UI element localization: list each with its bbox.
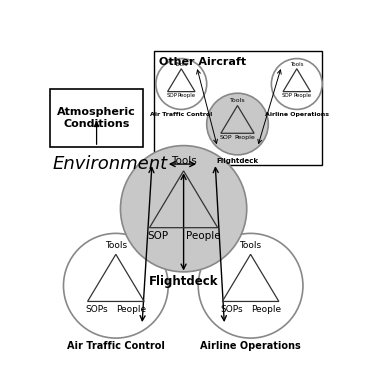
Text: Tools: Tools <box>105 241 127 250</box>
Text: People: People <box>116 305 146 314</box>
FancyBboxPatch shape <box>154 51 322 165</box>
Text: Environment: Environment <box>53 155 168 173</box>
Text: Tools: Tools <box>174 62 188 67</box>
Text: SOPs: SOPs <box>85 305 108 314</box>
Text: Atmospheric
Conditions: Atmospheric Conditions <box>57 107 136 129</box>
Text: Airline Operations: Airline Operations <box>265 113 329 118</box>
Text: People: People <box>293 93 311 98</box>
Text: People: People <box>251 305 281 314</box>
Text: SOP: SOP <box>220 135 232 140</box>
Circle shape <box>64 233 168 338</box>
Text: Tools: Tools <box>230 98 245 103</box>
Text: Tools: Tools <box>290 62 304 67</box>
Text: People: People <box>178 93 196 98</box>
Text: Flightdeck: Flightdeck <box>149 275 218 288</box>
Circle shape <box>207 93 268 155</box>
FancyBboxPatch shape <box>50 89 143 147</box>
Text: Tools: Tools <box>171 156 196 166</box>
Text: SOPs: SOPs <box>220 305 243 314</box>
Text: SOP: SOP <box>166 93 177 98</box>
Text: SOP: SOP <box>147 231 168 241</box>
Circle shape <box>120 145 247 272</box>
Text: Airline Operations: Airline Operations <box>200 341 301 351</box>
Circle shape <box>271 58 322 109</box>
Text: Flightdeck: Flightdeck <box>216 158 258 164</box>
Text: Tools: Tools <box>239 241 262 250</box>
Text: SOP: SOP <box>282 93 293 98</box>
Text: Other Aircraft: Other Aircraft <box>159 57 246 67</box>
Circle shape <box>156 58 207 109</box>
Text: Air Traffic Control: Air Traffic Control <box>67 341 165 351</box>
Text: Air Traffic Control: Air Traffic Control <box>150 113 212 118</box>
Text: People: People <box>235 135 255 140</box>
Text: People: People <box>185 231 220 241</box>
Circle shape <box>198 233 303 338</box>
